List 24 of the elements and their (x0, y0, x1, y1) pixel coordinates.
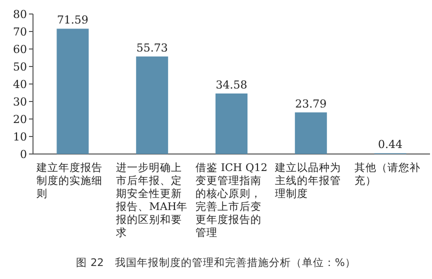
y-tick-label: 80 (13, 8, 27, 21)
data-label: 0.44 (378, 138, 403, 152)
y-tick-label: 70 (13, 26, 27, 38)
bar (216, 93, 248, 154)
data-label: 34.58 (216, 78, 248, 92)
data-label: 55.73 (136, 41, 168, 54)
bar (136, 56, 168, 154)
bar (294, 112, 327, 154)
y-tick-label: 0 (20, 148, 27, 161)
y-tick-label: 40 (13, 78, 27, 91)
y-tick-label: 20 (13, 113, 27, 126)
y-tick-label: 10 (13, 130, 27, 144)
x-tick-label: 建立年度报告制度的实施细则 (36, 162, 104, 201)
y-tick-label: 30 (13, 96, 27, 108)
text: 图 22 我国年报制度的管理和完善措施分析（单位：%） (75, 256, 357, 270)
x-tick-label: 借鉴 ICH Q12 变更管理指南的核心原则，完善上市后变更年度报告的管理 (196, 162, 268, 240)
bar (56, 28, 89, 154)
x-tick-label: 其他（请您补充） (354, 162, 422, 188)
data-label: 71.59 (56, 14, 88, 27)
data-label: 23.79 (295, 97, 327, 110)
y-tick-label: 60 (13, 43, 27, 56)
y-tick-label: 50 (13, 60, 27, 74)
x-tick-label: 建立以品种为主线的年报管理制度 (274, 162, 342, 201)
x-tick-label: 进一步明确上市后年报、定期安全性更新报告、MAH年报的区别和要求 (116, 162, 189, 240)
